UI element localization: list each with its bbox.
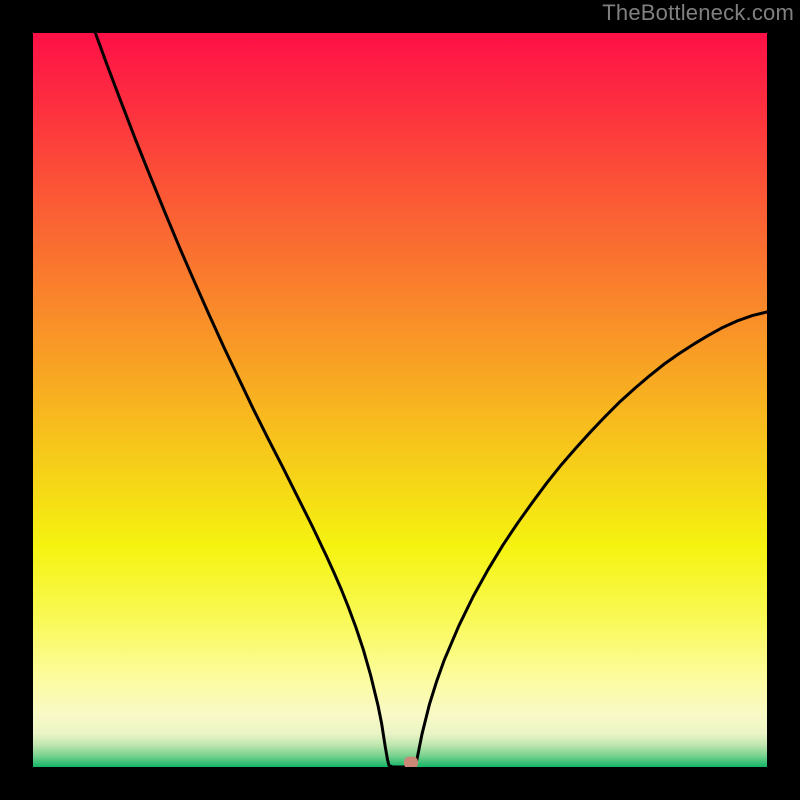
minimum-marker (404, 757, 418, 767)
attribution-text: TheBottleneck.com (602, 0, 794, 26)
bottleneck-chart (33, 33, 767, 767)
chart-background (33, 33, 767, 767)
